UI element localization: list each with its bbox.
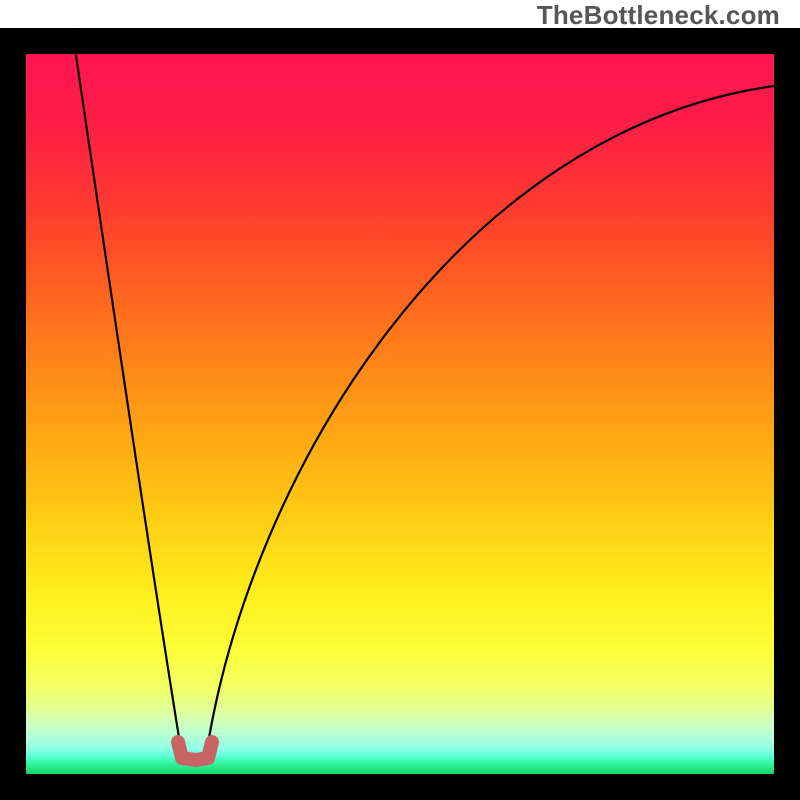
- watermark-text: TheBottleneck.com: [537, 0, 780, 31]
- chart-container: TheBottleneck.com: [0, 0, 800, 800]
- chart-svg: [0, 0, 800, 800]
